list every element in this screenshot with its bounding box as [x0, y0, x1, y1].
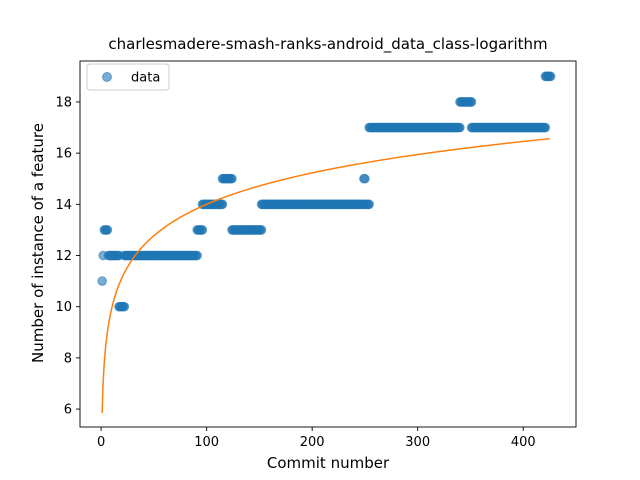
y-tick-label: 12 — [55, 249, 72, 264]
data-point — [197, 225, 208, 235]
x-axis-label: Commit number — [267, 454, 390, 472]
x-tick-label: 100 — [194, 435, 219, 450]
x-tick-label: 400 — [511, 435, 536, 450]
data-point — [217, 199, 228, 210]
data-point — [455, 122, 465, 133]
legend-box — [86, 63, 170, 91]
data-point — [97, 276, 107, 286]
x-tick-label: 200 — [300, 435, 325, 450]
data-point — [192, 250, 202, 261]
data-point — [360, 173, 370, 184]
axes: 0 100 200 300 400 6 8 10 12 14 16 18 — [55, 60, 577, 450]
data-point — [227, 173, 237, 184]
y-tick-label: 8 — [64, 351, 72, 366]
x-tick-label: 0 — [97, 435, 105, 450]
y-tick-label: 16 — [55, 147, 72, 162]
y-tick-label: 10 — [55, 300, 72, 315]
axes-frame — [79, 60, 577, 428]
data-point — [119, 301, 130, 312]
data-point — [102, 225, 113, 235]
chart-title: charlesmadere-smash-ranks-android_data_c… — [108, 35, 547, 54]
fit-line — [101, 138, 550, 413]
legend-marker — [102, 72, 112, 82]
data-point — [364, 199, 374, 210]
legend: data — [86, 63, 170, 91]
data-point — [256, 225, 267, 235]
data-point — [540, 122, 551, 133]
y-tick-label: 14 — [55, 198, 72, 213]
data-point — [466, 97, 477, 107]
y-tick-label: 18 — [55, 95, 72, 110]
plot-area — [97, 71, 556, 413]
y-axis-label: Number of instance of a feature — [29, 123, 47, 363]
x-tick-label: 300 — [405, 435, 430, 450]
data-point — [545, 71, 556, 82]
legend-label: data — [131, 71, 160, 86]
y-tick-label: 6 — [64, 403, 72, 418]
